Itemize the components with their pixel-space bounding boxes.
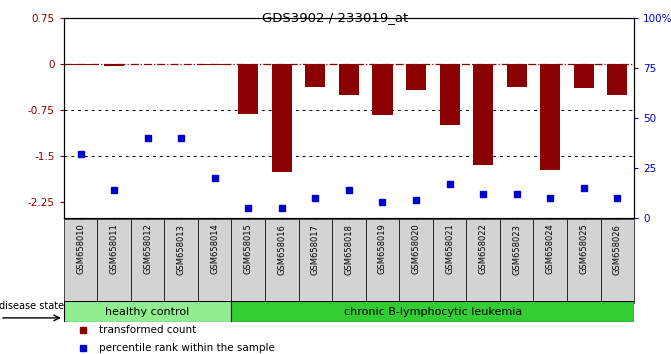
Bar bbox=[500, 219, 533, 303]
Text: GSM658015: GSM658015 bbox=[244, 224, 253, 274]
Bar bbox=[64, 301, 231, 322]
Bar bbox=[231, 301, 634, 322]
Bar bbox=[299, 219, 332, 303]
Text: GSM658020: GSM658020 bbox=[411, 224, 421, 274]
Bar bbox=[399, 219, 433, 303]
Text: GSM658026: GSM658026 bbox=[613, 224, 622, 274]
Bar bbox=[540, 64, 560, 170]
Bar bbox=[574, 64, 594, 88]
Text: GSM658010: GSM658010 bbox=[76, 224, 85, 274]
Bar bbox=[164, 219, 198, 303]
Bar bbox=[366, 219, 399, 303]
Text: GSM658017: GSM658017 bbox=[311, 224, 320, 274]
Text: transformed count: transformed count bbox=[99, 325, 197, 335]
Text: chronic B-lymphocytic leukemia: chronic B-lymphocytic leukemia bbox=[344, 307, 522, 316]
Bar bbox=[567, 219, 601, 303]
Text: GSM658021: GSM658021 bbox=[445, 224, 454, 274]
Bar bbox=[372, 64, 393, 115]
Text: GSM658012: GSM658012 bbox=[143, 224, 152, 274]
Bar bbox=[205, 64, 225, 65]
Bar bbox=[507, 64, 527, 87]
Text: percentile rank within the sample: percentile rank within the sample bbox=[99, 343, 275, 353]
Text: GSM658011: GSM658011 bbox=[109, 224, 119, 274]
Bar bbox=[339, 64, 359, 95]
Text: healthy control: healthy control bbox=[105, 307, 190, 316]
Bar bbox=[473, 64, 493, 165]
Text: GSM658014: GSM658014 bbox=[210, 224, 219, 274]
Bar bbox=[97, 219, 131, 303]
Bar bbox=[104, 64, 124, 66]
Bar bbox=[607, 64, 627, 95]
Bar bbox=[433, 219, 466, 303]
Bar bbox=[198, 219, 231, 303]
Bar bbox=[332, 219, 366, 303]
Bar bbox=[70, 64, 91, 65]
Text: GSM658025: GSM658025 bbox=[579, 224, 588, 274]
Text: GSM658023: GSM658023 bbox=[512, 224, 521, 274]
Bar bbox=[406, 64, 426, 90]
Text: GDS3902 / 233019_at: GDS3902 / 233019_at bbox=[262, 11, 409, 24]
Bar bbox=[440, 64, 460, 125]
Text: GSM658022: GSM658022 bbox=[478, 224, 488, 274]
Text: GSM658013: GSM658013 bbox=[176, 224, 186, 274]
Bar bbox=[272, 64, 292, 172]
Bar bbox=[466, 219, 500, 303]
Bar bbox=[64, 219, 97, 303]
Text: GSM658016: GSM658016 bbox=[277, 224, 287, 274]
Text: GSM658019: GSM658019 bbox=[378, 224, 387, 274]
Text: GSM658018: GSM658018 bbox=[344, 224, 354, 274]
Bar bbox=[533, 219, 567, 303]
Bar bbox=[305, 64, 325, 87]
Bar bbox=[231, 219, 265, 303]
Bar bbox=[238, 64, 258, 114]
Text: disease state: disease state bbox=[0, 301, 64, 311]
Text: GSM658024: GSM658024 bbox=[546, 224, 555, 274]
Bar bbox=[131, 219, 164, 303]
Bar bbox=[265, 219, 299, 303]
Bar bbox=[601, 219, 634, 303]
